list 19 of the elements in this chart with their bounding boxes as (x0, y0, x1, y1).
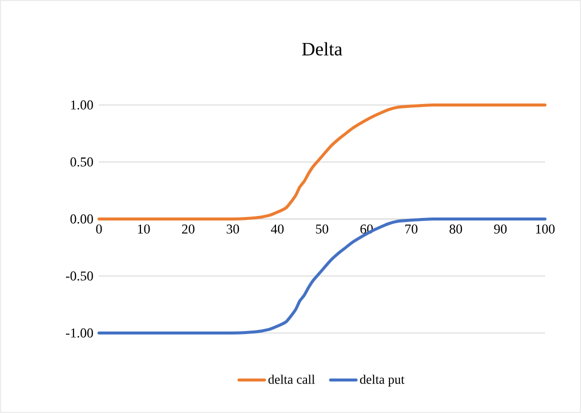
x-tick-label: 80 (450, 224, 462, 234)
x-tick-label: 20 (182, 224, 194, 234)
x-tick-label: 100 (536, 224, 555, 234)
y-tick-label: -1.00 (66, 328, 93, 338)
legend-label: delta put (360, 374, 404, 386)
x-tick-label: 70 (405, 224, 418, 234)
line-series (98, 103, 546, 221)
x-tick-label: 40 (270, 224, 284, 234)
chart-title: Delta (302, 42, 342, 56)
y-tick-label: 0.00 (70, 214, 93, 224)
y-tick-label: 0.50 (70, 157, 93, 167)
x-tick-label: 10 (138, 224, 150, 234)
x-tick-label: 50 (316, 224, 328, 234)
x-tick-label: 30 (226, 224, 240, 234)
x-tick-label: 0 (96, 224, 102, 234)
legend-label: delta call (268, 374, 315, 384)
y-tick-label: 1.00 (71, 100, 93, 110)
y-tick-label: -0.50 (66, 271, 93, 281)
x-tick-label: 90 (494, 224, 507, 234)
